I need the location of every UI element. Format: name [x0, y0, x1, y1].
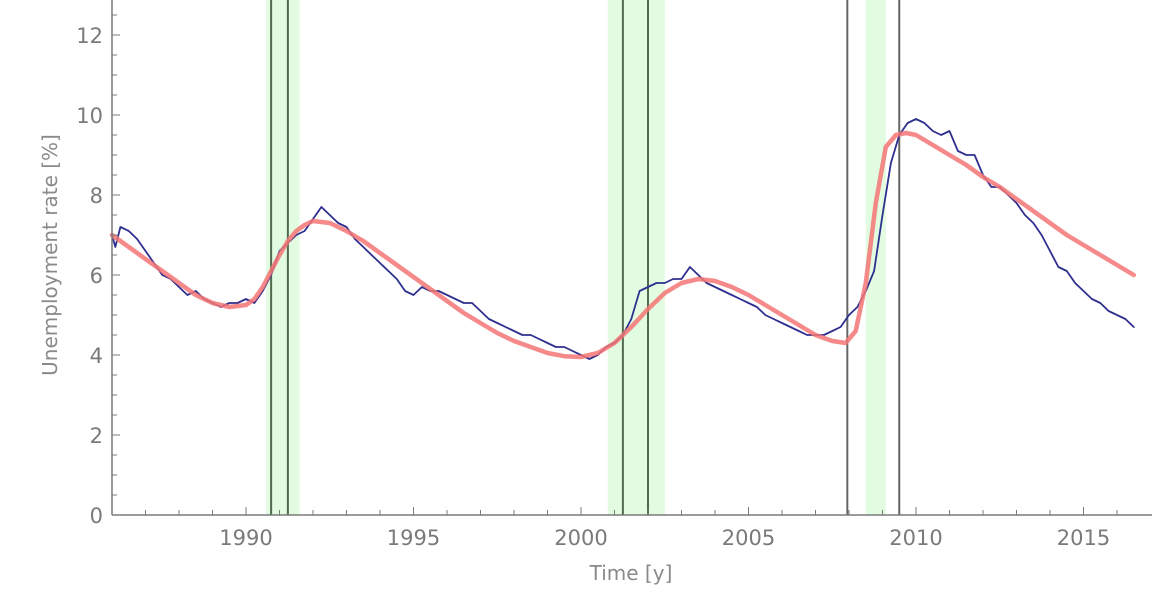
y-tick-label: 0: [90, 504, 103, 528]
recession-band: [607, 0, 665, 515]
recession-bands: [266, 0, 886, 515]
y-tick-label: 2: [90, 424, 103, 448]
x-ticks: 1990 1995 2000 2005 2010 2015: [145, 507, 1118, 550]
y-axis-title: Unemployment rate [%]: [38, 134, 62, 376]
x-tick-label: 1990: [219, 526, 272, 550]
x-tick-label: 2015: [1057, 526, 1110, 550]
fit-curve: [109, 130, 1137, 360]
y-tick-label: 4: [90, 344, 103, 368]
y-tick-label: 10: [76, 104, 103, 128]
y-tick-label: 6: [90, 264, 103, 288]
y-ticks: 0 2 4 6 8 10 12: [76, 14, 120, 528]
y-tick-label: 8: [90, 184, 103, 208]
x-tick-label: 2000: [554, 526, 607, 550]
x-tick-label: 1995: [387, 526, 440, 550]
x-axis-title: Time [y]: [589, 561, 673, 585]
axes: 1990 1995 2000 2005 2010 2015 0 2 4 6 8 10 12: [76, 0, 1152, 550]
x-tick-label: 2010: [889, 526, 942, 550]
x-tick-label: 2005: [722, 526, 775, 550]
data-series: [109, 118, 1137, 360]
y-tick-label: 12: [76, 24, 103, 48]
event-lines: [270, 0, 901, 515]
